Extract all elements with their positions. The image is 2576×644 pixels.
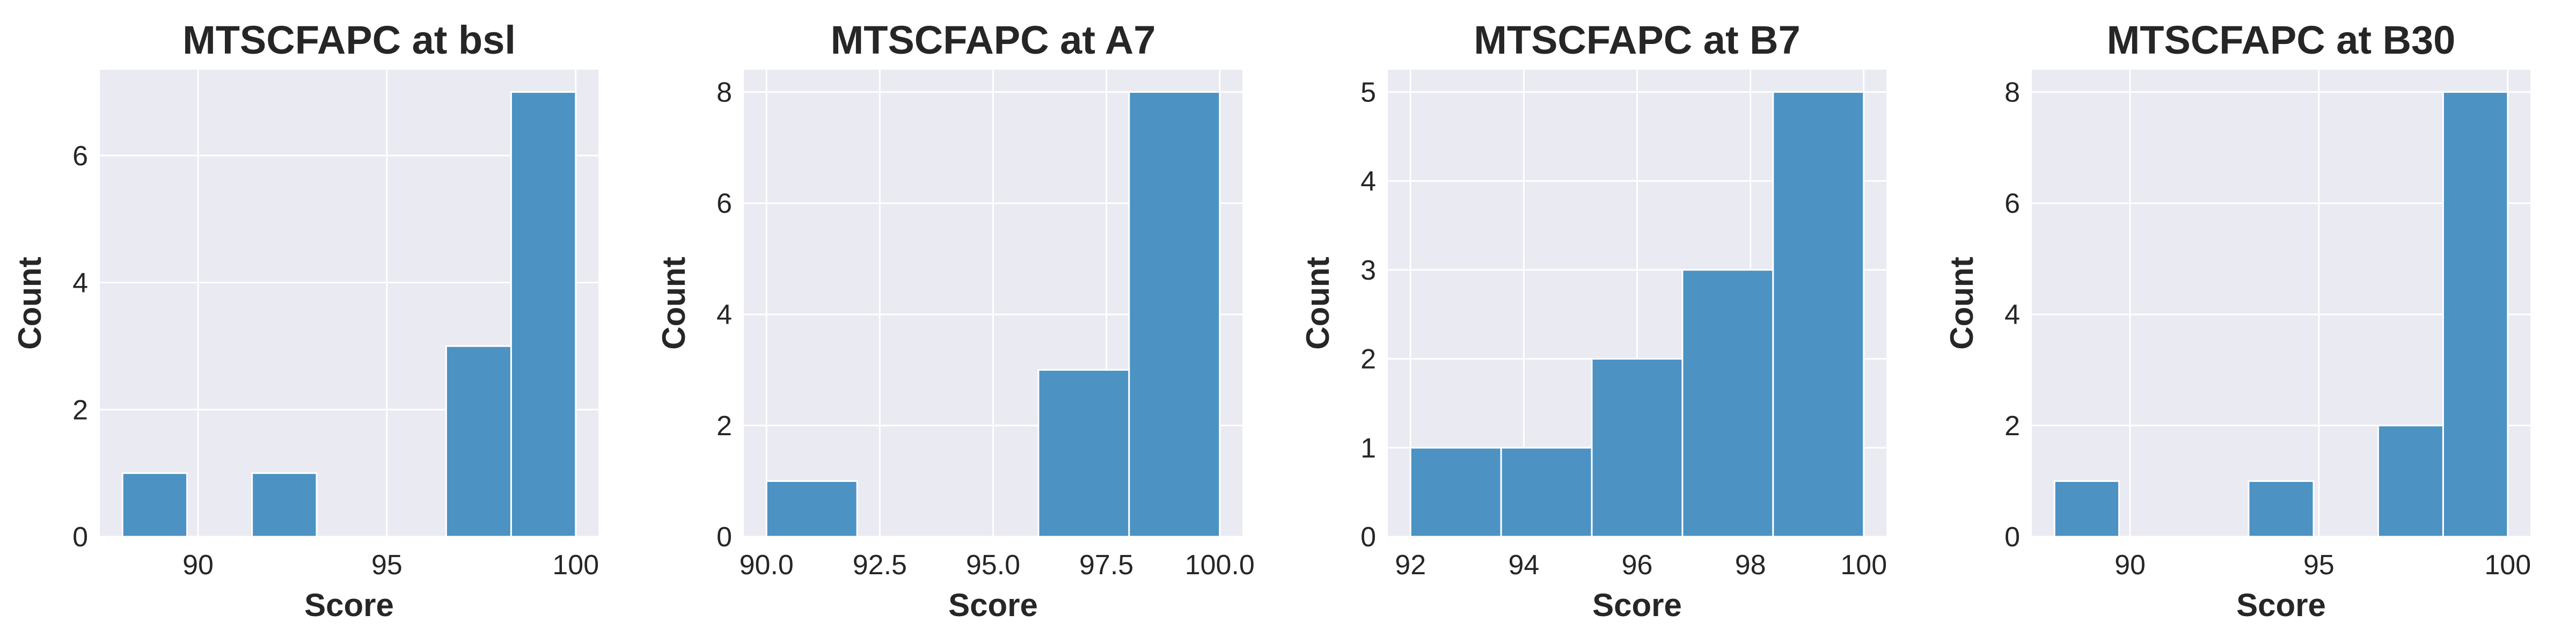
y-tick-label: 6 [72, 141, 88, 172]
x-tick-label: 94 [1508, 550, 1539, 581]
histogram-panel-1: 90 95 100 0 2 4 6 MTSCFAPC at bsl Score Count [12, 18, 599, 623]
y-tick-label: 0 [1360, 522, 1376, 553]
histogram-bar [251, 472, 318, 538]
x-tick-label: 90.0 [740, 550, 794, 581]
chart-title: MTSCFAPC at B7 [1474, 18, 1801, 62]
y-tick-label: 6 [716, 188, 732, 219]
y-axis-label: Count [1300, 257, 1336, 349]
chart-title: MTSCFAPC at B30 [2107, 18, 2456, 62]
y-tick-label: 2 [2004, 411, 2020, 442]
x-tick-label: 97.5 [1079, 550, 1133, 581]
x-tick-label: 92 [1395, 550, 1426, 581]
y-tick-label: 0 [2004, 522, 2020, 553]
x-tick-label: 90 [2114, 550, 2146, 581]
y-tick-label: 1 [1360, 433, 1376, 464]
histogram-bar [445, 345, 512, 538]
y-tick-label: 4 [1360, 166, 1376, 197]
y-tick-label: 4 [716, 299, 732, 331]
histogram-bar [765, 480, 858, 538]
histogram-panel-3: 92 94 96 98 100 0 1 2 3 4 5 MTSCFAPC at B7 Score Coun… [1300, 18, 1887, 623]
histogram-bar [2442, 91, 2509, 538]
x-tick-label: 95.0 [966, 550, 1020, 581]
histogram-bar [1037, 369, 1130, 538]
y-tick-label: 0 [716, 522, 732, 553]
x-tick-label: 96 [1622, 550, 1653, 581]
x-axis-label: Score [948, 587, 1038, 623]
y-axis-label: Count [656, 257, 692, 349]
x-axis-label: Score [1592, 587, 1682, 623]
y-tick-label: 2 [716, 411, 732, 442]
histogram-bar [1681, 269, 1774, 538]
y-axis-label: Count [1944, 257, 1980, 349]
histogram-bar [1409, 447, 1502, 538]
histogram-panel-4: 90 95 100 0 2 4 6 8 MTSCFAPC at B30 Score Count [1944, 18, 2531, 623]
x-tick-label: 100 [552, 550, 599, 581]
x-tick-label: 95 [371, 550, 402, 581]
x-axis-label: Score [304, 587, 394, 623]
histogram-bar [1591, 358, 1684, 538]
histogram-bar [121, 472, 188, 538]
y-tick-label: 6 [2004, 188, 2020, 219]
histogram-bar [1128, 91, 1221, 538]
histogram-bar [1500, 447, 1593, 538]
y-tick-label: 5 [1360, 77, 1376, 108]
histogram-bar [2377, 425, 2444, 538]
y-tick-label: 3 [1360, 255, 1376, 286]
x-tick-label: 100 [1840, 550, 1887, 581]
histogram-bar [1772, 91, 1865, 538]
histogram-panel-2: 90.0 92.5 95.0 97.5 100.0 0 2 4 6 8 MTSCFAPC at A7… [656, 18, 1255, 623]
histogram-bar [2053, 480, 2120, 538]
chart-title: MTSCFAPC at bsl [182, 18, 516, 62]
x-tick-label: 98 [1735, 550, 1766, 581]
chart-title: MTSCFAPC at A7 [831, 18, 1156, 62]
y-tick-label: 8 [2004, 77, 2020, 108]
x-tick-label: 100.0 [1185, 550, 1255, 581]
x-tick-label: 95 [2303, 550, 2334, 581]
histogram-bar [510, 91, 577, 538]
x-tick-label: 100 [2484, 550, 2531, 581]
x-axis-label: Score [2236, 587, 2326, 623]
y-tick-label: 4 [72, 268, 88, 299]
x-tick-label: 90 [182, 550, 214, 581]
y-tick-label: 2 [1360, 344, 1376, 375]
y-tick-label: 2 [72, 394, 88, 426]
y-axis-label: Count [12, 257, 48, 349]
y-tick-label: 0 [72, 522, 88, 553]
histogram-bar [2248, 480, 2315, 538]
y-tick-label: 8 [716, 77, 732, 108]
x-tick-label: 92.5 [853, 550, 907, 581]
y-tick-label: 4 [2004, 299, 2020, 331]
